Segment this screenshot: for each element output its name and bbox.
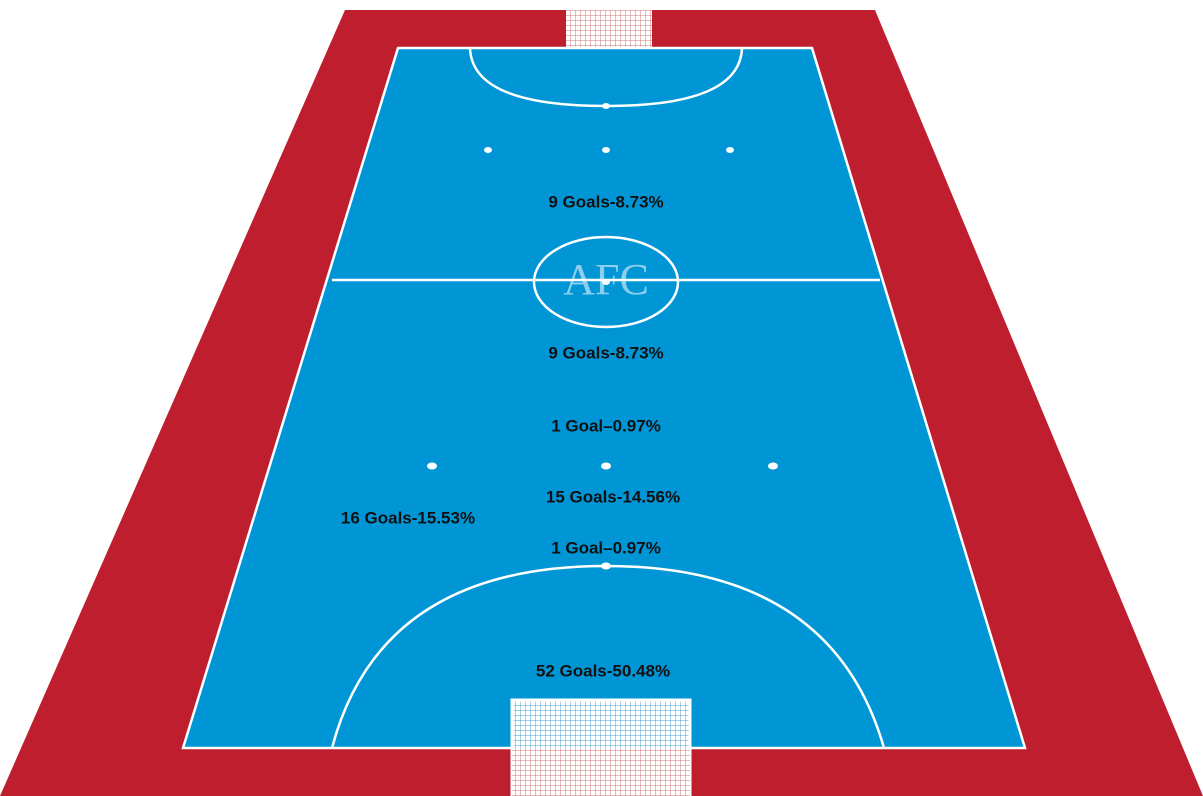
court xyxy=(181,46,1027,750)
zone-label: 52 Goals-50.48% xyxy=(536,661,670,680)
zone-label: 15 Goals-14.56% xyxy=(546,487,680,506)
zone-label: 9 Goals-8.73% xyxy=(548,343,663,362)
zone-label: 16 Goals-15.53% xyxy=(341,508,475,527)
zone-label: 1 Goal–0.97% xyxy=(551,538,661,557)
zone-label: 9 Goals-8.73% xyxy=(548,192,663,211)
center-circle xyxy=(532,235,680,329)
bottom-goal-net xyxy=(512,748,690,796)
logo: AFC xyxy=(563,255,649,304)
top-goal xyxy=(566,10,652,50)
spots xyxy=(427,103,778,570)
zone-label: 1 Goal–0.97% xyxy=(551,416,661,435)
